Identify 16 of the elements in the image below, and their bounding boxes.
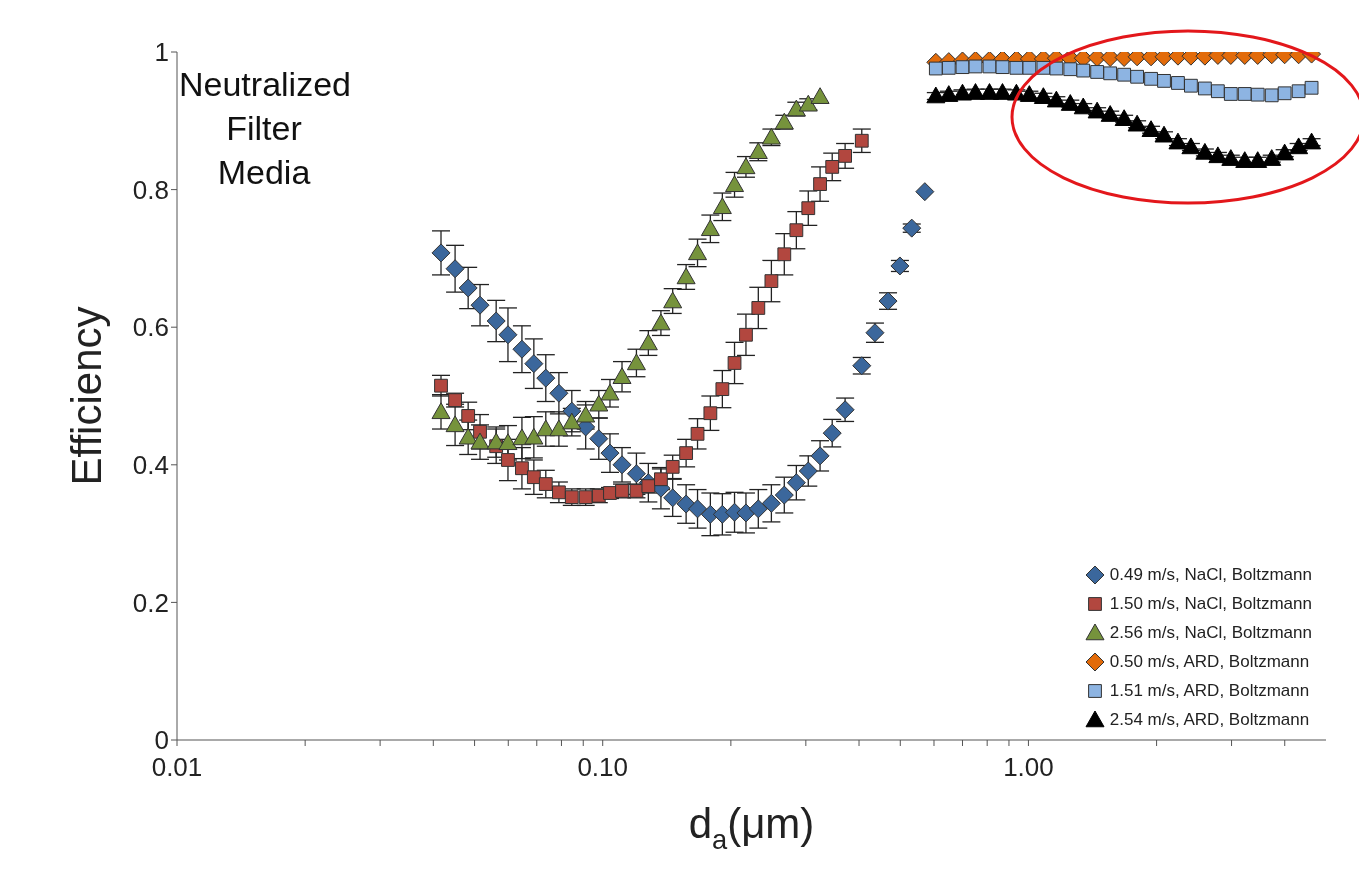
y-tick-label: 1: [154, 37, 169, 68]
annotation: Neutralized Filter Media: [179, 64, 351, 193]
y-tick-label: 0.6: [132, 312, 169, 343]
x-tick-label: 1.00: [1003, 752, 1054, 783]
legend-label: 1.51 m/s, ARD, Boltzmann: [1109, 680, 1310, 702]
legend-label: 2.54 m/s, ARD, Boltzmann: [1109, 709, 1310, 731]
y-tick-label: 0.8: [132, 174, 169, 205]
legend-label: 2.56 m/s, NaCl, Boltzmann: [1109, 622, 1312, 644]
y-tick-label: 0.2: [132, 587, 169, 618]
x-tick-label: 0.10: [577, 752, 629, 783]
y-axis-title: Efficiency: [62, 306, 110, 486]
legend-label: 0.49 m/s, NaCl, Boltzmann: [1109, 564, 1312, 586]
legend-label: 1.50 m/s, NaCl, Boltzmann: [1109, 593, 1312, 615]
y-tick-label: 0.4: [132, 450, 169, 481]
x-axis-title: d$_{a}$(μm): [688, 800, 815, 855]
legend-label: 0.50 m/s, ARD, Boltzmann: [1109, 651, 1310, 673]
